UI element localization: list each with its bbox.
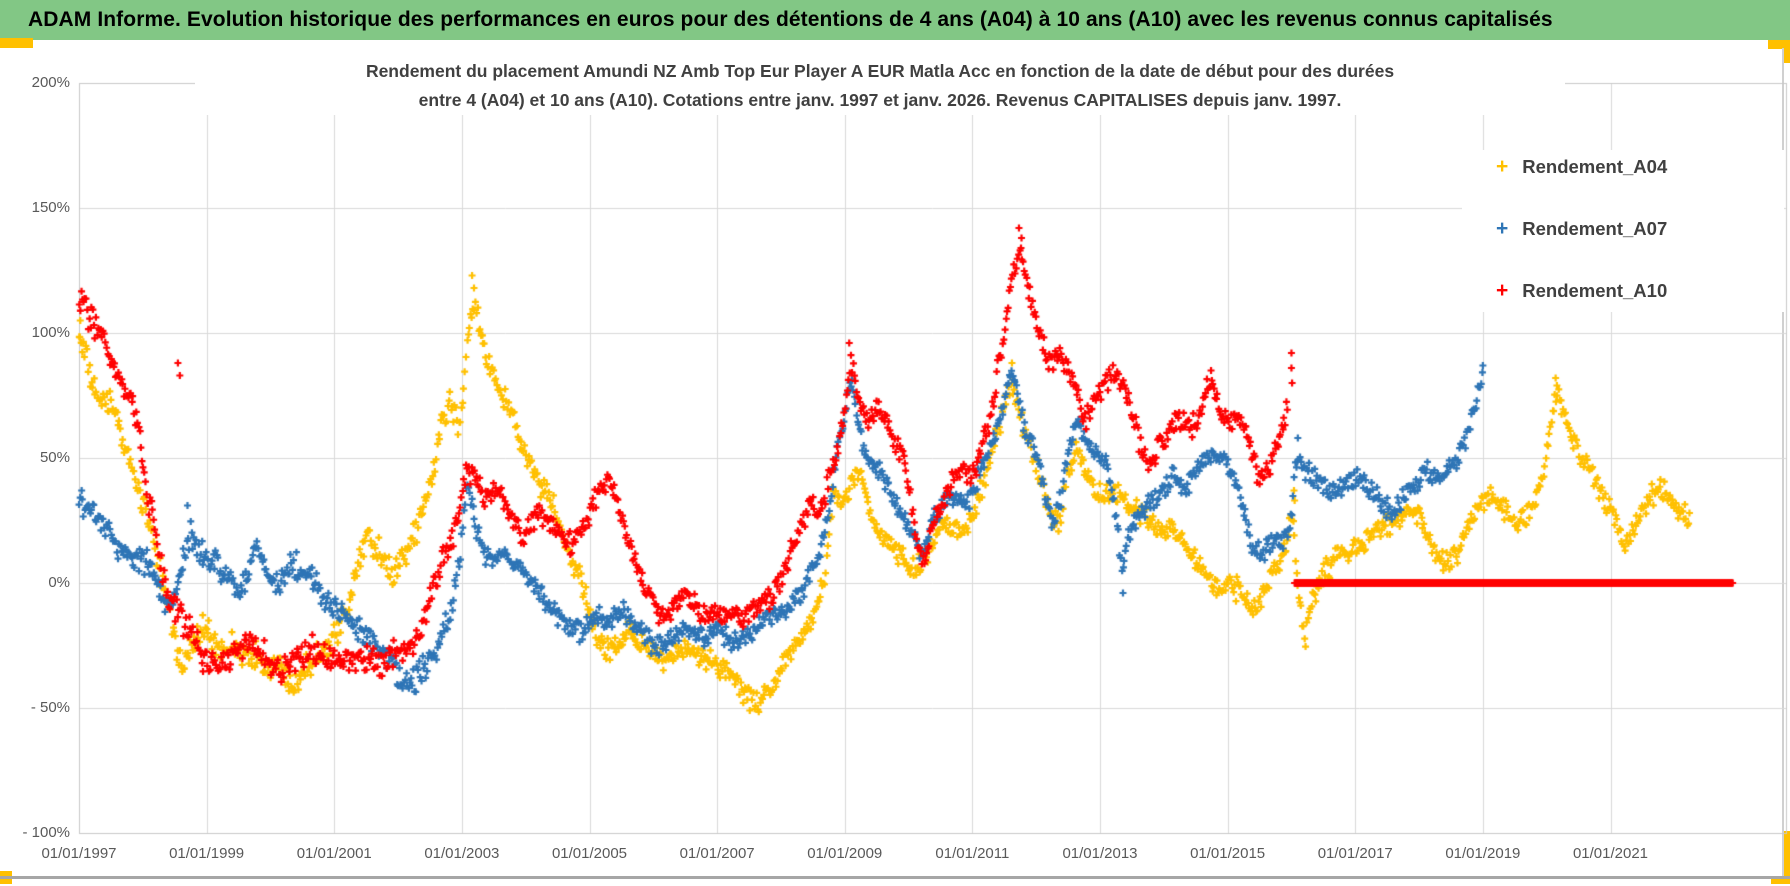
x-axis-label: 01/01/2019 xyxy=(1445,845,1521,862)
plus-marker-icon: + xyxy=(1496,217,1509,240)
x-axis-label: 01/01/2011 xyxy=(935,845,1010,862)
y-axis-label: - 50% xyxy=(30,699,70,716)
y-axis-label: 50% xyxy=(39,449,70,466)
y-axis-label: - 100% xyxy=(22,824,70,841)
x-axis-label: 01/01/1999 xyxy=(169,845,245,862)
y-axis-label: 100% xyxy=(31,324,70,341)
plus-marker-icon: + xyxy=(1496,279,1509,302)
x-axis-label: 01/01/2015 xyxy=(1190,845,1266,862)
chart-title-line1: Rendement du placement Amundi NZ Amb Top… xyxy=(365,61,1395,81)
legend-label: Rendement_A10 xyxy=(1522,280,1668,301)
legend-item-rendement_a07[interactable]: + Rendement_A07 xyxy=(1462,218,1784,240)
chart-title-line2: entre 4 (A04) et 10 ans (A10). Cotations… xyxy=(418,90,1342,110)
legend-label: Rendement_A04 xyxy=(1522,156,1668,177)
chart-legend: + Rendement_A04 + Rendement_A07 + Rendement_A… xyxy=(1462,150,1784,312)
y-axis-label: 200% xyxy=(31,74,70,91)
x-axis-label: 01/01/2001 xyxy=(296,845,372,862)
x-axis-label: 01/01/2003 xyxy=(424,845,500,862)
y-axis-label: 0% xyxy=(48,574,70,591)
x-axis-label: 01/01/2017 xyxy=(1317,845,1393,862)
legend-label: Rendement_A07 xyxy=(1522,218,1668,239)
plus-marker-icon: + xyxy=(1496,155,1509,178)
legend-item-rendement_a04[interactable]: + Rendement_A04 xyxy=(1462,156,1784,178)
y-axis-label: 150% xyxy=(31,199,70,216)
chart-title: Rendement du placement Amundi NZ Amb Top… xyxy=(195,57,1565,115)
x-axis-label: 01/01/2009 xyxy=(807,845,883,862)
x-axis-label: 01/01/2021 xyxy=(1572,845,1649,862)
x-axis-label: 01/01/2007 xyxy=(679,845,755,862)
legend-item-rendement_a10[interactable]: + Rendement_A10 xyxy=(1462,280,1784,302)
x-axis-label: 01/01/2013 xyxy=(1062,845,1138,862)
x-axis-label: 01/01/2005 xyxy=(551,845,628,862)
x-axis-label: 01/01/1997 xyxy=(41,845,117,862)
